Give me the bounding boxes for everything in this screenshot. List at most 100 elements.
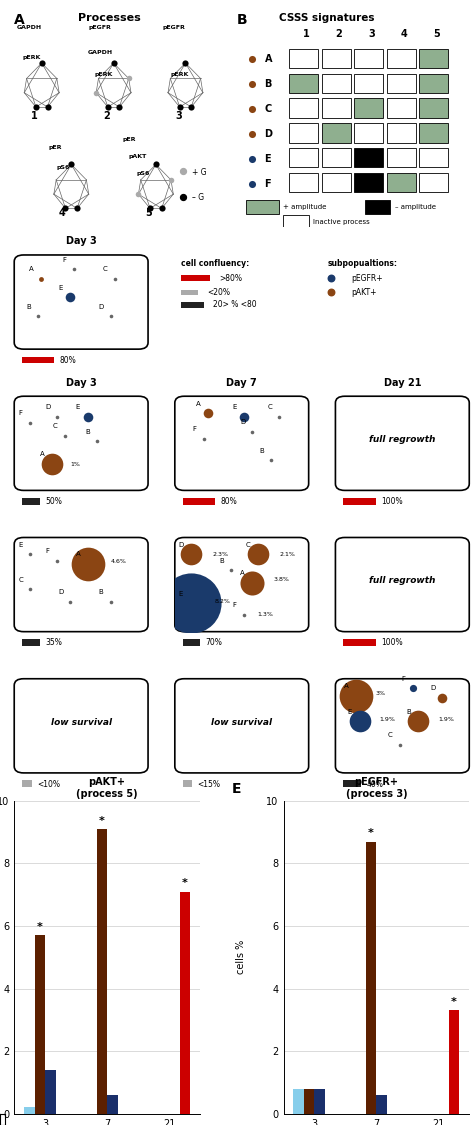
Text: B: B bbox=[85, 429, 90, 435]
FancyBboxPatch shape bbox=[289, 73, 318, 93]
Text: 4.6%: 4.6% bbox=[110, 558, 127, 564]
Text: 50%: 50% bbox=[45, 497, 62, 506]
Text: *: * bbox=[37, 922, 43, 933]
Point bbox=[53, 408, 61, 426]
Point bbox=[248, 125, 255, 143]
Text: B: B bbox=[264, 79, 272, 89]
Text: low survival: low survival bbox=[211, 718, 272, 727]
Text: Day 3: Day 3 bbox=[66, 236, 97, 246]
Point bbox=[107, 307, 114, 325]
Text: F: F bbox=[18, 410, 22, 416]
FancyBboxPatch shape bbox=[419, 173, 448, 192]
Text: F: F bbox=[45, 548, 49, 555]
FancyBboxPatch shape bbox=[419, 98, 448, 118]
Text: 3: 3 bbox=[175, 111, 182, 122]
FancyBboxPatch shape bbox=[387, 73, 416, 93]
Text: C: C bbox=[264, 105, 272, 114]
Text: A: A bbox=[76, 551, 81, 557]
Point bbox=[44, 98, 51, 116]
Text: >80%: >80% bbox=[219, 273, 242, 282]
Bar bbox=[181, 302, 204, 308]
Bar bbox=[183, 498, 215, 504]
Bar bbox=[107, 1095, 118, 1114]
Point bbox=[187, 546, 195, 564]
Text: pERK: pERK bbox=[171, 72, 189, 76]
Text: 1.9%: 1.9% bbox=[438, 717, 455, 722]
Text: 40%: 40% bbox=[366, 780, 383, 789]
Text: 2.3%: 2.3% bbox=[212, 552, 228, 557]
Text: <20%: <20% bbox=[207, 288, 230, 297]
FancyBboxPatch shape bbox=[289, 48, 318, 69]
Point bbox=[93, 432, 101, 450]
Text: A: A bbox=[344, 683, 348, 690]
Text: pERK: pERK bbox=[23, 55, 41, 60]
Text: *: * bbox=[99, 816, 105, 826]
Text: E: E bbox=[347, 709, 352, 714]
Text: A: A bbox=[264, 54, 272, 64]
Text: + G: + G bbox=[192, 168, 206, 177]
Text: 4: 4 bbox=[59, 208, 65, 218]
Point bbox=[356, 712, 363, 730]
Text: pS6: pS6 bbox=[56, 164, 70, 170]
Text: pERK: pERK bbox=[94, 72, 113, 76]
Text: Day 21: Day 21 bbox=[383, 378, 421, 388]
Text: 3.8%: 3.8% bbox=[274, 577, 290, 583]
Text: CSSS signatures: CSSS signatures bbox=[279, 14, 374, 24]
Text: pER: pER bbox=[48, 145, 62, 151]
Text: 100%: 100% bbox=[381, 497, 402, 506]
Text: – amplitude: – amplitude bbox=[395, 205, 436, 210]
Point bbox=[180, 162, 187, 180]
Text: D: D bbox=[264, 129, 273, 138]
Text: 3%: 3% bbox=[375, 691, 385, 696]
Text: 8.2%: 8.2% bbox=[215, 598, 231, 604]
Bar bbox=[344, 781, 361, 788]
Point bbox=[146, 199, 154, 217]
Point bbox=[187, 594, 195, 612]
Point bbox=[248, 174, 255, 192]
Bar bbox=[366, 842, 376, 1114]
Text: 100%: 100% bbox=[381, 638, 402, 647]
FancyBboxPatch shape bbox=[175, 538, 309, 631]
FancyBboxPatch shape bbox=[246, 200, 279, 214]
Text: <10%: <10% bbox=[37, 780, 60, 789]
Text: C: C bbox=[18, 577, 23, 583]
Text: 2: 2 bbox=[103, 111, 110, 122]
Text: pS6: pS6 bbox=[137, 171, 150, 177]
Text: F: F bbox=[192, 426, 196, 432]
Point bbox=[37, 270, 45, 288]
FancyBboxPatch shape bbox=[14, 538, 148, 631]
Text: E: E bbox=[76, 404, 80, 411]
FancyBboxPatch shape bbox=[289, 124, 318, 143]
Point bbox=[176, 98, 183, 116]
Text: B: B bbox=[259, 448, 264, 453]
Text: Inactive process: Inactive process bbox=[313, 219, 370, 225]
Text: D: D bbox=[179, 542, 184, 548]
Text: F: F bbox=[232, 602, 237, 609]
Text: F: F bbox=[63, 256, 66, 262]
Point bbox=[111, 270, 118, 288]
Point bbox=[241, 605, 248, 623]
FancyBboxPatch shape bbox=[419, 124, 448, 143]
Point bbox=[241, 408, 248, 426]
Text: D: D bbox=[58, 588, 64, 595]
Bar bbox=[35, 935, 45, 1114]
Bar bbox=[181, 274, 210, 281]
Point bbox=[71, 260, 78, 278]
Title: pEGFR+
(process 3): pEGFR+ (process 3) bbox=[346, 777, 407, 799]
Text: GAPDH: GAPDH bbox=[16, 25, 41, 29]
Point bbox=[135, 186, 142, 204]
Text: full regrowth: full regrowth bbox=[369, 435, 436, 444]
FancyBboxPatch shape bbox=[336, 538, 469, 631]
Text: A: A bbox=[196, 400, 201, 406]
Text: D: D bbox=[430, 685, 436, 691]
Point bbox=[267, 451, 275, 469]
Point bbox=[439, 688, 447, 706]
FancyBboxPatch shape bbox=[387, 173, 416, 192]
Text: pAKT+: pAKT+ bbox=[352, 288, 377, 297]
Point bbox=[116, 98, 123, 116]
Text: cell confluency:: cell confluency: bbox=[181, 259, 249, 268]
FancyBboxPatch shape bbox=[321, 173, 351, 192]
Point bbox=[248, 75, 255, 93]
FancyBboxPatch shape bbox=[14, 396, 148, 490]
FancyBboxPatch shape bbox=[365, 200, 390, 214]
